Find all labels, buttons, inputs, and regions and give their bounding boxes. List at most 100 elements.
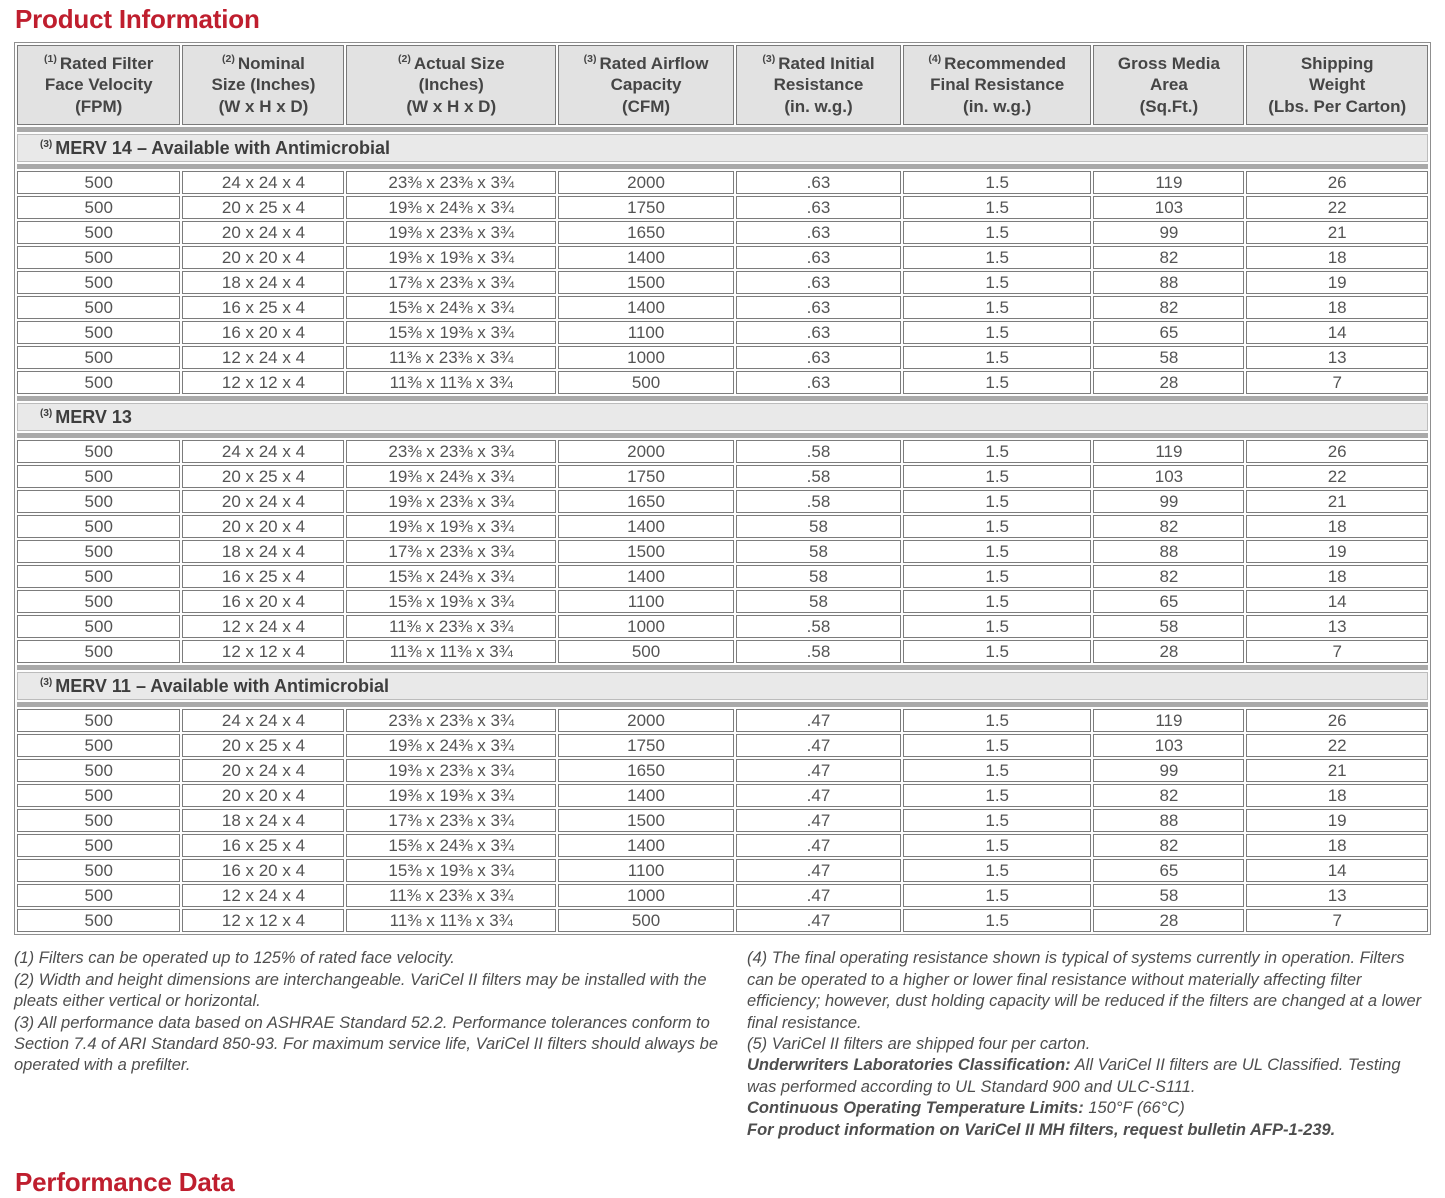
table-body: (3) MERV 14 – Available with Antimicrobia… [17, 127, 1428, 933]
table-cell: 1.5 [902, 440, 1092, 464]
footnote: (1) Filters can be operated up to 125% o… [14, 949, 455, 968]
footnote-marker: (3) [40, 139, 53, 151]
table-row: 500 12 x 24 x 4 11⅜ x 23⅜ x 3¾ 1000.47 1.5 58… [17, 884, 1428, 908]
table-cell: 1.5 [902, 271, 1092, 295]
table-cell: 21 [1246, 221, 1428, 245]
table-cell: 1.5 [902, 321, 1092, 345]
table-cell: 18 x 24 x 4 [182, 540, 345, 564]
footnote: (4) The final operating resistance shown… [747, 949, 1422, 1032]
table-cell: 1.5 [902, 809, 1092, 833]
table-cell: 18 [1246, 834, 1428, 858]
table-cell: 58 [736, 590, 901, 614]
table-cell: 19⅜ x 23⅜ x 3¾ [346, 490, 557, 514]
table-row: 500 20 x 24 x 4 19⅜ x 23⅜ x 3¾ 1650.58 1.5 99… [17, 490, 1428, 514]
table-cell: 1500 [558, 809, 735, 833]
table-cell: 103 [1093, 465, 1245, 489]
table-cell: .63 [736, 196, 901, 220]
table-cell: 28 [1093, 371, 1245, 395]
table-cell: 1.5 [902, 590, 1092, 614]
table-cell: 82 [1093, 784, 1245, 808]
table-cell: 500 [17, 540, 181, 564]
table-cell: .63 [736, 346, 901, 370]
section-header-row: (3) MERV 14 – Available with Antimicrobia… [17, 134, 1428, 163]
table-cell: .47 [736, 734, 901, 758]
table-cell: 15⅜ x 19⅜ x 3¾ [346, 859, 557, 883]
table-cell: 16 x 20 x 4 [182, 859, 345, 883]
table-cell: 500 [17, 465, 181, 489]
table-cell: 500 [17, 909, 181, 933]
table-row: 500 20 x 20 x 4 19⅜ x 19⅜ x 3¾ 1400.63 1.5 82… [17, 246, 1428, 270]
table-cell: 22 [1246, 196, 1428, 220]
table-row: 500 12 x 12 x 4 11⅜ x 11⅜ x 3¾ 500.63 1.5 28 7 [17, 371, 1428, 395]
table-cell: .63 [736, 296, 901, 320]
section-title: (3) MERV 13 [17, 403, 1428, 432]
table-cell: 15⅜ x 24⅜ x 3¾ [346, 834, 557, 858]
footnote-bold-label: Underwriters Laboratories Classification… [747, 1056, 1071, 1075]
table-cell: 20 x 20 x 4 [182, 784, 345, 808]
table-header: (1) Rated Filter Face Velocity (FPM) (2) Nomi… [17, 45, 1428, 126]
table-cell: 11⅜ x 11⅜ x 3¾ [346, 909, 557, 933]
footnote-marker: (2) [397, 53, 411, 66]
table-cell: 500 [17, 171, 181, 195]
footnote: Underwriters Laboratories Classification… [747, 1056, 1401, 1096]
table-cell: .63 [736, 221, 901, 245]
table-cell: 1.5 [902, 640, 1092, 664]
table-cell: 26 [1246, 709, 1428, 733]
table-cell: 23⅜ x 23⅜ x 3¾ [346, 440, 557, 464]
table-cell: 19⅜ x 19⅜ x 3¾ [346, 784, 557, 808]
table-row: 500 20 x 25 x 4 19⅜ x 24⅜ x 3¾ 1750.58 1.5 10… [17, 465, 1428, 489]
divider-band-fill [17, 164, 1428, 170]
divider-band [17, 396, 1428, 402]
footnote-bold-label: For product information on VariCel II MH… [747, 1120, 1336, 1139]
table-row: 500 18 x 24 x 4 17⅜ x 23⅜ x 3¾ 1500.47 1.5 88… [17, 809, 1428, 833]
table-cell: 18 x 24 x 4 [182, 809, 345, 833]
divider-band-fill [17, 433, 1428, 439]
table-cell: 58 [736, 540, 901, 564]
table-cell: 28 [1093, 640, 1245, 664]
table-cell: 18 [1246, 515, 1428, 539]
table-cell: 7 [1246, 909, 1428, 933]
table-cell: 1.5 [902, 296, 1092, 320]
table-cell: .47 [736, 759, 901, 783]
table-cell: 20 x 25 x 4 [182, 196, 345, 220]
table-cell: 1.5 [902, 540, 1092, 564]
table-cell: 22 [1246, 465, 1428, 489]
table-cell: .47 [736, 859, 901, 883]
footnote-marker: (3) [40, 677, 53, 689]
table-cell: 23⅜ x 23⅜ x 3¾ [346, 171, 557, 195]
table-cell: .63 [736, 371, 901, 395]
table-cell: 1.5 [902, 490, 1092, 514]
table-cell: 14 [1246, 859, 1428, 883]
table-cell: 500 [17, 221, 181, 245]
table-row: 500 16 x 20 x 4 15⅜ x 19⅜ x 3¾ 1100.63 1.5 65… [17, 321, 1428, 345]
table-cell: 99 [1093, 490, 1245, 514]
table-cell: 24 x 24 x 4 [182, 171, 345, 195]
table-cell: 500 [17, 734, 181, 758]
table-row: 500 20 x 20 x 4 19⅜ x 19⅜ x 3¾ 1400.47 1.5 82… [17, 784, 1428, 808]
table-cell: 1.5 [902, 246, 1092, 270]
table-cell: 11⅜ x 23⅜ x 3¾ [346, 346, 557, 370]
table-row: 500 18 x 24 x 4 17⅜ x 23⅜ x 3¾ 1500.63 1.5 88… [17, 271, 1428, 295]
table-cell: 15⅜ x 19⅜ x 3¾ [346, 321, 557, 345]
table-cell: 500 [17, 296, 181, 320]
table-row: 500 16 x 25 x 4 15⅜ x 24⅜ x 3¾ 1400.47 1.5 82… [17, 834, 1428, 858]
table-cell: 17⅜ x 23⅜ x 3¾ [346, 540, 557, 564]
table-row: 500 12 x 12 x 4 11⅜ x 11⅜ x 3¾ 500.58 1.5 28 7 [17, 640, 1428, 664]
table-cell: 88 [1093, 540, 1245, 564]
table-cell: 1.5 [902, 734, 1092, 758]
table-cell: 15⅜ x 19⅜ x 3¾ [346, 590, 557, 614]
column-header: (1) Rated Filter Face Velocity (FPM) [17, 45, 181, 126]
table-cell: 19⅜ x 19⅜ x 3¾ [346, 515, 557, 539]
table-cell: 24 x 24 x 4 [182, 440, 345, 464]
table-cell: 1.5 [902, 859, 1092, 883]
table-cell: 500 [558, 909, 735, 933]
table-cell: 500 [17, 859, 181, 883]
table-row: 500 20 x 25 x 4 19⅜ x 24⅜ x 3¾ 1750.63 1.5 10… [17, 196, 1428, 220]
table-cell: 1400 [558, 515, 735, 539]
table-cell: 58 [1093, 884, 1245, 908]
table-cell: 19⅜ x 23⅜ x 3¾ [346, 221, 557, 245]
table-cell: 22 [1246, 734, 1428, 758]
divider-band [17, 164, 1428, 170]
table-cell: 65 [1093, 859, 1245, 883]
table-cell: 500 [17, 590, 181, 614]
